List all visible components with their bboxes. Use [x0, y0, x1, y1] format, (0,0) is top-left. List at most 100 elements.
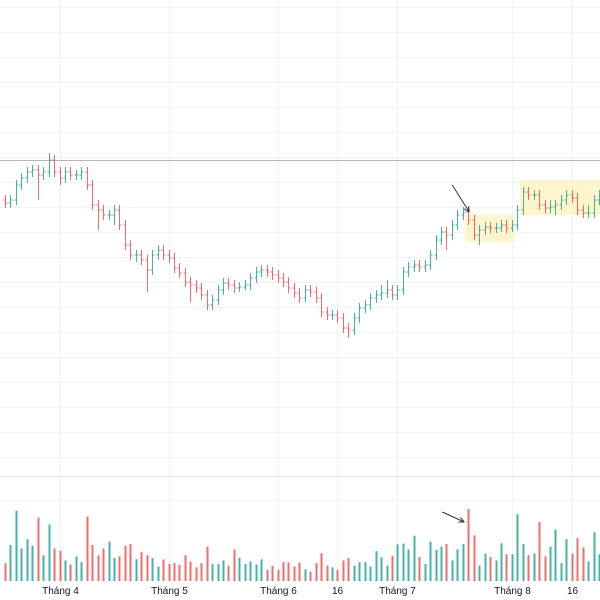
volume-bar	[315, 563, 318, 581]
ohlc-bar	[570, 190, 575, 203]
ohlc-bar	[592, 195, 597, 218]
arrow-annotations[interactable]	[442, 184, 470, 523]
ohlc-bar	[357, 303, 362, 323]
ohlc-bar	[537, 190, 542, 210]
volume-bar	[326, 565, 329, 581]
ohlc-bar	[63, 167, 68, 183]
volume-bar	[255, 564, 258, 581]
volume-bar	[42, 555, 45, 581]
ohlc-bar	[172, 253, 177, 273]
ohlc-bar	[107, 210, 112, 220]
volume-bar	[435, 549, 438, 581]
ohlc-bar	[461, 207, 466, 220]
volume-bar	[282, 562, 285, 581]
ohlc-bar	[286, 277, 291, 293]
ohlc-bar	[117, 205, 122, 230]
volume-bar	[489, 557, 492, 581]
ohlc-bar	[221, 278, 226, 295]
ohlc-bar	[586, 205, 591, 218]
volume-bar	[484, 553, 487, 581]
ohlc-bar	[477, 225, 482, 245]
ohlc-bar	[390, 285, 395, 300]
ohlc-bar	[406, 262, 411, 277]
x-tick-label: Tháng 4	[42, 586, 79, 597]
ohlc-bar	[123, 220, 128, 250]
volume-bar	[467, 509, 470, 581]
ohlc-bar	[270, 267, 275, 280]
ohlc-bar	[150, 250, 155, 275]
volume-bar	[576, 538, 579, 581]
ohlc-bar	[292, 283, 297, 298]
x-tick-label: Tháng 5	[151, 586, 188, 597]
volume-bar	[418, 557, 421, 581]
volume-bar	[505, 554, 508, 581]
ohlc-bar	[553, 200, 558, 215]
volume-bar	[48, 524, 51, 581]
volume-bar	[129, 543, 132, 581]
ohlc-bar	[559, 195, 564, 210]
volume-bar	[53, 548, 56, 581]
ohlc-bar	[68, 167, 73, 180]
x-tick-label: Tháng 6	[260, 586, 297, 597]
volume-bar	[124, 545, 127, 581]
volume-bar	[200, 563, 203, 581]
ohlc-bar	[243, 280, 248, 290]
x-axis: Tháng 4 Tháng 5 Tháng 6 16 Tháng 7 Tháng 8 16	[42, 586, 578, 597]
volume-bar	[516, 514, 519, 581]
ohlc-bar	[434, 235, 439, 260]
ohlc-bar	[450, 220, 455, 240]
ohlc-bar	[412, 260, 417, 272]
ohlc-bar	[428, 250, 433, 270]
volume-bar	[26, 539, 29, 581]
ohlc-bar	[374, 290, 379, 303]
volume-bar	[195, 567, 198, 581]
ohlc-bar	[401, 267, 406, 295]
ohlc-bar	[145, 255, 150, 292]
volume-bar	[97, 555, 100, 581]
volume-bar	[135, 559, 138, 581]
ohlc-bar	[521, 187, 526, 215]
volume-bar	[533, 553, 536, 581]
ohlc-bar	[510, 220, 515, 232]
ohlc-bar	[363, 300, 368, 313]
highlight-box[interactable]	[519, 180, 600, 215]
ohlc-bar	[156, 245, 161, 260]
ohlc-bar	[455, 210, 460, 230]
volume-bar	[560, 563, 563, 581]
ohlc-bar	[25, 167, 30, 183]
ohlc-bar	[199, 283, 204, 300]
volume-bars	[4, 509, 600, 581]
volume-bar	[500, 543, 503, 581]
ohlc-bar	[504, 220, 509, 233]
volume-bar	[173, 563, 176, 581]
volume-bar	[189, 561, 192, 581]
volume-bar	[364, 562, 367, 581]
volume-bar	[222, 560, 225, 581]
ohlc-bar	[85, 167, 90, 190]
volume-bar	[287, 562, 290, 581]
volume-bar	[113, 558, 116, 581]
volume-bar	[293, 566, 296, 581]
ohlc-bar	[139, 250, 144, 265]
volume-bar	[336, 569, 339, 581]
ohlc-bar	[341, 313, 346, 333]
ohlc-bar	[379, 285, 384, 300]
ohlc-bar	[3, 195, 8, 208]
volume-bar	[64, 560, 67, 581]
volume-bar	[320, 553, 323, 581]
ohlc-bar	[515, 205, 520, 230]
ohlc-bar	[259, 265, 264, 277]
ohlc-bar	[526, 187, 531, 200]
volume-bar	[238, 557, 241, 581]
arrow-annotation[interactable]	[451, 184, 470, 213]
volume-bar	[396, 544, 399, 581]
volume-bar	[260, 559, 263, 581]
ohlc-bar	[472, 215, 477, 240]
volume-bar	[440, 546, 443, 581]
volume-bar	[391, 555, 394, 581]
arrow-annotation[interactable]	[442, 511, 465, 523]
ohlc-bar	[101, 205, 106, 220]
volume-bar	[178, 564, 181, 581]
ohlc-bar	[90, 180, 95, 210]
